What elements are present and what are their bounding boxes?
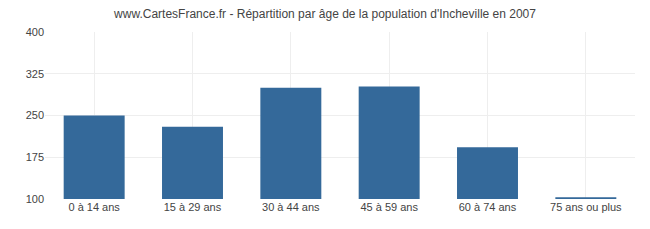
svg-text:15 à 29 ans: 15 à 29 ans — [164, 201, 222, 213]
svg-text:250: 250 — [26, 109, 44, 121]
svg-text:100: 100 — [26, 193, 44, 205]
svg-text:75 ans ou plus: 75 ans ou plus — [550, 201, 622, 213]
svg-text:60 à 74 ans: 60 à 74 ans — [459, 201, 517, 213]
svg-text:325: 325 — [26, 68, 44, 80]
svg-text:0 à 14 ans: 0 à 14 ans — [68, 201, 120, 213]
svg-text:30 à 44 ans: 30 à 44 ans — [262, 201, 320, 213]
svg-text:175: 175 — [26, 151, 44, 163]
svg-text:www.CartesFrance.fr - Répartit: www.CartesFrance.fr - Répartition par âg… — [113, 7, 536, 21]
svg-text:400: 400 — [26, 26, 44, 38]
svg-text:45 à 59 ans: 45 à 59 ans — [360, 201, 418, 213]
